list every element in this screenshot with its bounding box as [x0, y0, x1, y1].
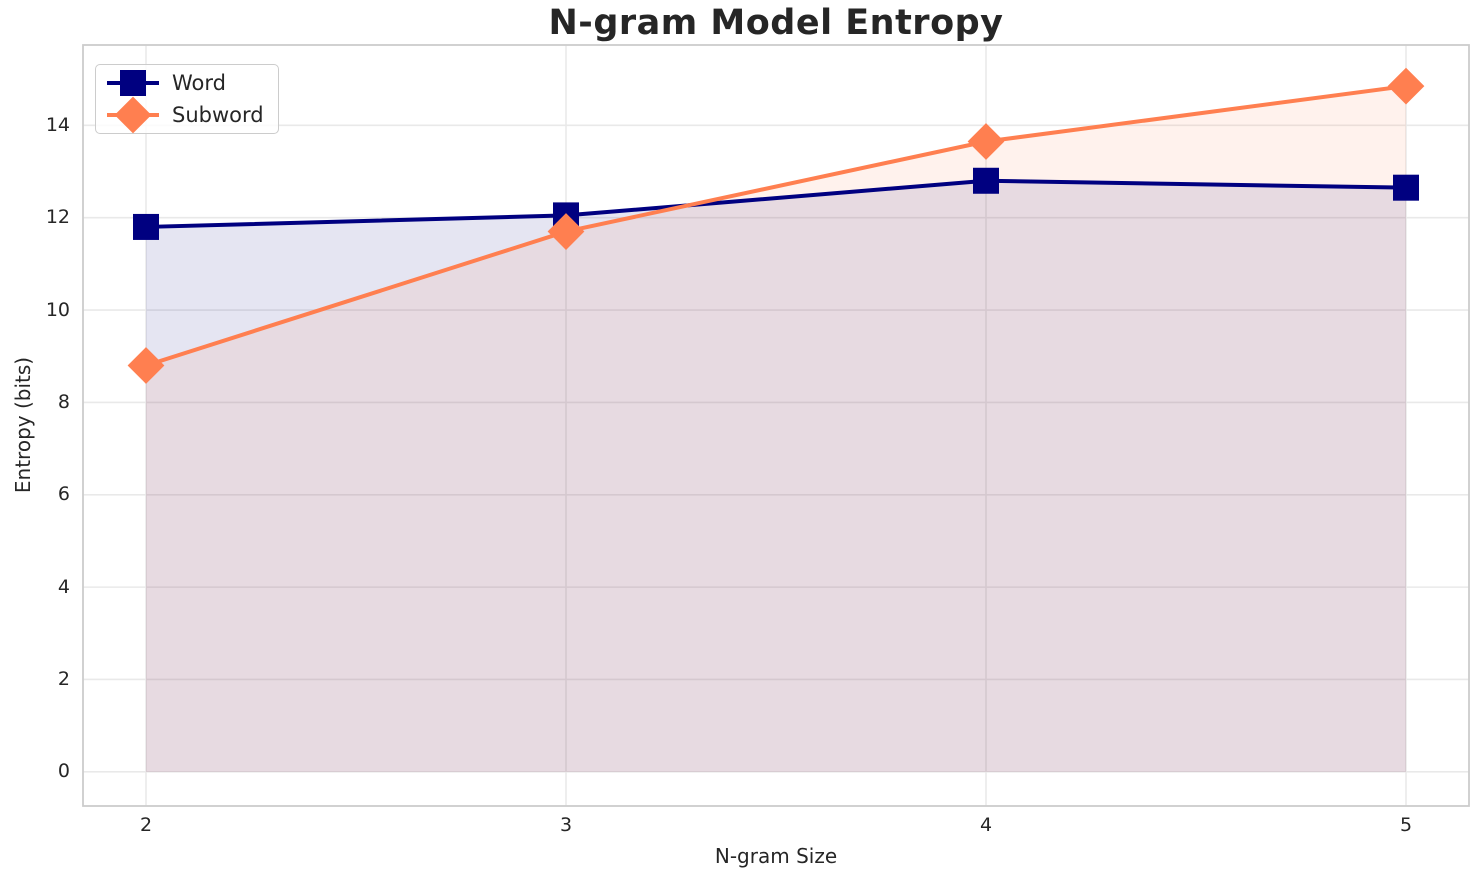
plot-border — [82, 44, 1470, 807]
x-axis-label: N-gram Size — [714, 844, 838, 868]
x-tick-label: 5 — [1399, 814, 1413, 836]
chart-title: N-gram Model Entropy — [548, 3, 1004, 43]
subword-marker — [547, 213, 585, 250]
x-tick-label: 3 — [559, 814, 573, 836]
legend-item-word: Word — [104, 67, 264, 99]
subword-legend-marker-icon — [107, 96, 159, 134]
subword-line — [145, 84, 1407, 368]
y-tick-label: 8 — [57, 390, 70, 413]
y-tick-label: 14 — [45, 113, 70, 136]
legend-label-word: Word — [172, 71, 226, 95]
x-tick-label: 4 — [979, 814, 993, 836]
y-tick-label: 2 — [57, 667, 70, 690]
y-tick-label: 6 — [57, 483, 70, 506]
word-area-fill — [146, 180, 1406, 772]
y-tick-label: 0 — [57, 760, 70, 783]
word-legend-marker-icon — [107, 70, 159, 96]
y-tick-label: 4 — [57, 575, 70, 598]
y-tick-label: 12 — [45, 206, 70, 229]
legend-item-subword: Subword — [104, 96, 264, 134]
x-tick-label: 2 — [139, 814, 153, 836]
y-axis-label: Entropy (bits) — [11, 356, 35, 494]
subword-marker — [967, 123, 1005, 160]
word-marker — [1393, 174, 1419, 201]
subword-marker — [127, 347, 165, 384]
word-marker — [973, 167, 999, 194]
y-tick-label: 10 — [45, 298, 70, 321]
word-line — [145, 178, 1407, 229]
legend-label-subword: Subword — [172, 103, 264, 127]
word-marker — [133, 213, 159, 240]
subword-marker — [1387, 67, 1425, 105]
legend: Word Subword — [95, 64, 279, 134]
subword-area-fill — [146, 86, 1406, 772]
